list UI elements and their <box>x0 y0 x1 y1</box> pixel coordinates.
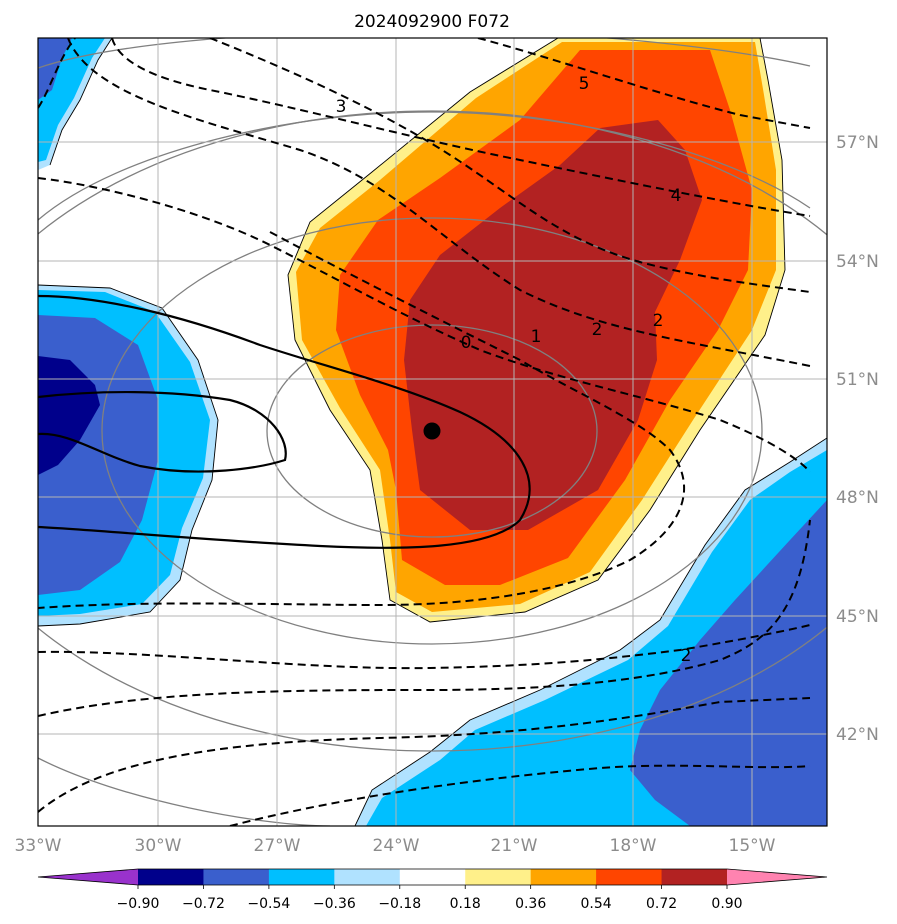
colorbar-segment <box>399 869 466 885</box>
colorbar-segment <box>334 869 401 885</box>
lat-tick-labels: 57°N 54°N 51°N 48°N 45°N 42°N <box>836 133 879 745</box>
colorbar-segment <box>268 869 335 885</box>
colorbar: −0.90 −0.72 −0.54 −0.36 −0.18 0.18 0.36 0.54 0.7… <box>37 868 828 912</box>
negative-anomaly-west <box>38 285 218 626</box>
colorbar-tick-label: 0.18 <box>450 896 481 912</box>
positive-anomaly-field <box>288 38 785 622</box>
contour-label-5: 5 <box>579 74 590 94</box>
lat-label: 45°N <box>836 607 879 627</box>
graticule <box>38 38 827 826</box>
colorbar-tick-label: −0.90 <box>117 896 160 912</box>
colorbar-segment <box>203 869 270 885</box>
map-title: 2024092900 F072 <box>354 12 510 32</box>
colorbar-tick-label: 0.72 <box>646 896 677 912</box>
lat-label: 54°N <box>836 252 879 272</box>
contour-label-3: 3 <box>336 97 347 117</box>
contour-label-2c: 2 <box>681 646 692 666</box>
colorbar-segment <box>661 869 728 885</box>
contour-label-0: 0 <box>461 333 472 353</box>
colorbar-tick-label: −0.72 <box>182 896 225 912</box>
lon-label: 15°W <box>729 836 776 856</box>
lat-label: 57°N <box>836 133 879 153</box>
contour-labels: 3 5 4 0 1 2 2 2 <box>336 74 692 666</box>
colorbar-tick-label: 0.36 <box>515 896 546 912</box>
colorbar-tick-label: 0.54 <box>581 896 612 912</box>
map-area: 3 5 4 0 1 2 2 2 <box>38 38 827 826</box>
solid-contours <box>38 294 531 549</box>
lon-label: 24°W <box>373 836 420 856</box>
colorbar-tick-label: −0.36 <box>313 896 356 912</box>
contour-label-2b: 2 <box>653 311 664 331</box>
gray-height-contours <box>38 38 827 826</box>
contour-label-2a: 2 <box>592 320 603 340</box>
lon-label: 33°W <box>15 836 62 856</box>
contour-label-4: 4 <box>671 186 682 206</box>
colorbar-tick-label: −0.54 <box>247 896 290 912</box>
colorbar-extend-low <box>38 869 138 885</box>
colorbar-extend-high <box>727 869 827 885</box>
lat-label: 48°N <box>836 488 879 508</box>
lon-label: 18°W <box>610 836 657 856</box>
colorbar-tick-label: −0.18 <box>378 896 421 912</box>
lat-label: 51°N <box>836 370 879 390</box>
lat-label: 42°N <box>836 725 879 745</box>
lon-tick-labels: 33°W 30°W 27°W 24°W 21°W 18°W 15°W <box>15 836 776 856</box>
colorbar-tick-label: 0.90 <box>711 896 742 912</box>
colorbar-segment <box>530 869 597 885</box>
colorbar-segment <box>596 869 663 885</box>
lon-label: 27°W <box>254 836 301 856</box>
contour-label-1: 1 <box>531 327 542 347</box>
storm-center-marker <box>423 422 441 440</box>
map-frame <box>37 37 828 827</box>
lon-label: 30°W <box>135 836 182 856</box>
colorbar-segment <box>138 869 204 885</box>
negative-anomaly-southeast <box>355 438 827 826</box>
dashed-contours <box>38 38 811 826</box>
lon-label: 21°W <box>491 836 538 856</box>
colorbar-segment <box>465 869 532 885</box>
